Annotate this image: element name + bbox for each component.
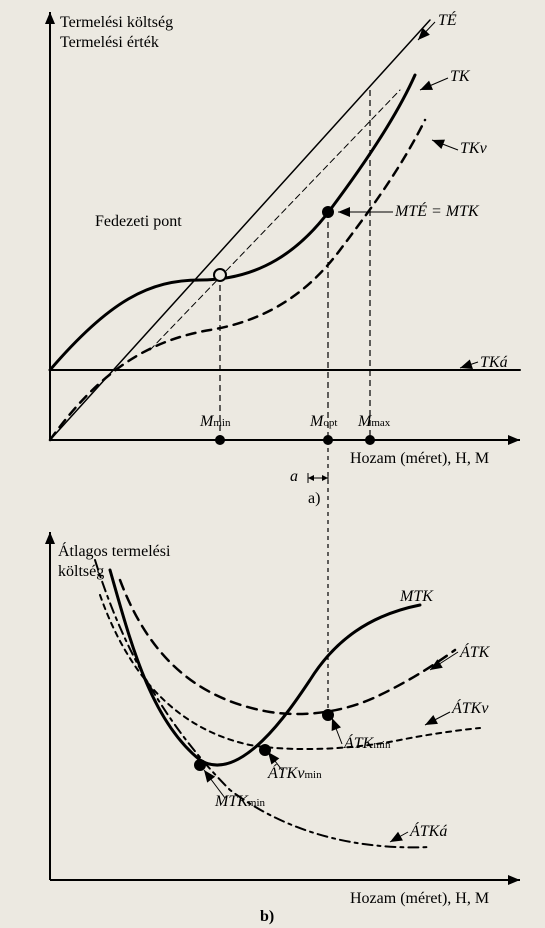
axis-y-label-b1: Átlagos termelési: [58, 543, 170, 561]
curve-label-tkv: TKv: [460, 140, 487, 158]
figure-container: Termelési költség Termelési érték TÉ TK …: [0, 0, 545, 928]
curve-label-atkv: ÁTKv: [452, 700, 488, 718]
tick-mopt: Mopt: [310, 413, 337, 431]
a-marker-label: a: [290, 468, 298, 486]
axis-y-label-b2: költség: [58, 563, 104, 581]
point-label-mte-mtk: MTÉ = MTK: [395, 203, 479, 221]
point-label-atkvmin: ÁTKvmin: [268, 765, 322, 783]
tick-mmax: Mmax: [358, 413, 390, 431]
curve-label-atka: ÁTKá: [410, 823, 447, 841]
tick-mmin: Mmin: [200, 413, 230, 431]
axis-x-label-a: Hozam (méret), H, M: [350, 450, 489, 468]
axis-y-label-a1: Termelési költség: [60, 14, 173, 32]
point-label-mtkmin: MTKmin: [215, 793, 265, 811]
panel-label-a: a): [308, 490, 320, 508]
panel-label-b: b): [260, 908, 274, 926]
curve-label-te: TÉ: [438, 12, 457, 30]
curve-label-atk: ÁTK: [460, 644, 489, 662]
curve-label-tk: TK: [450, 68, 470, 86]
curve-label-mtk: MTK: [400, 588, 433, 606]
axis-y-label-a2: Termelési érték: [60, 34, 159, 52]
point-label-fedezeti: Fedezeti pont: [95, 213, 182, 231]
curve-label-tka: TKá: [480, 354, 508, 372]
point-label-atkmin: ÁTKmin: [344, 735, 390, 753]
axis-x-label-b: Hozam (méret), H, M: [350, 890, 489, 908]
